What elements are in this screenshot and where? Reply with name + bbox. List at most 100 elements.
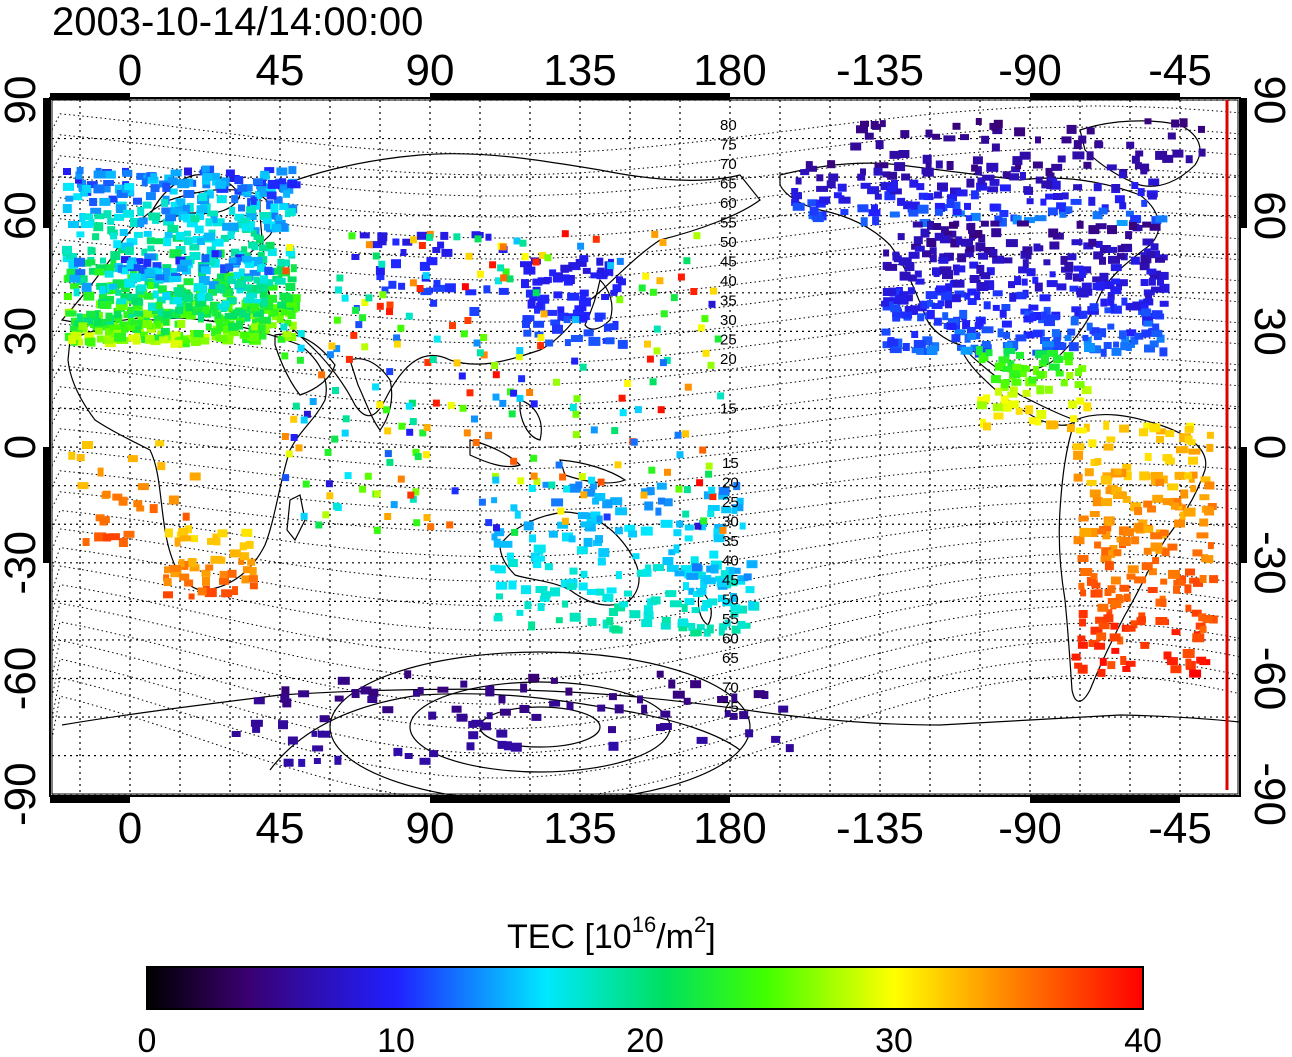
tec-cell bbox=[204, 588, 217, 598]
tec-cell bbox=[1107, 661, 1116, 670]
tec-cell bbox=[816, 185, 829, 192]
tec-cell bbox=[163, 578, 172, 587]
tec-cell bbox=[402, 238, 413, 246]
tec-cell bbox=[1077, 555, 1089, 562]
tec-cell bbox=[486, 712, 493, 720]
tec-cell bbox=[1139, 428, 1148, 437]
tec-cell bbox=[916, 347, 925, 355]
tec-cell bbox=[120, 256, 130, 264]
tec-cell bbox=[1020, 172, 1026, 180]
tec-cell bbox=[107, 217, 115, 225]
tec-cell bbox=[1080, 568, 1093, 576]
tec-cell bbox=[473, 339, 481, 347]
tec-cell bbox=[1147, 587, 1158, 593]
tec-cell bbox=[386, 368, 394, 376]
tec-cell bbox=[1081, 266, 1092, 274]
tec-cell bbox=[1058, 342, 1067, 350]
tec-cell bbox=[666, 564, 679, 572]
tec-cell bbox=[608, 726, 616, 734]
tec-cell bbox=[947, 318, 959, 326]
tec-cell bbox=[1043, 306, 1051, 315]
tec-cell bbox=[583, 537, 593, 547]
tec-cell bbox=[318, 730, 330, 738]
tec-cell bbox=[303, 410, 311, 418]
tec-cell bbox=[1141, 308, 1151, 317]
tec-cell bbox=[1095, 240, 1103, 248]
contour-label-north: 70 bbox=[720, 156, 737, 173]
tec-cell bbox=[1105, 517, 1112, 526]
tec-cell bbox=[1070, 198, 1082, 205]
tec-cell bbox=[926, 309, 935, 319]
tec-cell bbox=[881, 328, 891, 336]
tec-cell bbox=[1201, 554, 1209, 563]
tec-cell bbox=[910, 201, 920, 210]
tec-cell bbox=[326, 492, 334, 500]
tec-cell bbox=[560, 264, 573, 272]
tec-cell bbox=[707, 505, 720, 511]
tec-cell bbox=[1016, 220, 1029, 227]
tec-cell bbox=[1116, 220, 1128, 226]
tec-cell bbox=[967, 298, 977, 305]
tec-cell bbox=[1086, 479, 1097, 486]
tec-cell bbox=[75, 269, 86, 276]
tec-cell bbox=[1193, 578, 1203, 587]
tec-cell bbox=[426, 257, 438, 266]
tec-cell bbox=[976, 401, 987, 410]
tec-cell bbox=[943, 135, 956, 142]
tec-cell bbox=[1000, 380, 1009, 389]
tec-cell bbox=[94, 327, 103, 335]
tec-cell bbox=[1172, 149, 1184, 158]
tec-cell bbox=[1039, 294, 1051, 302]
tec-cell bbox=[1076, 220, 1084, 229]
tec-cell bbox=[624, 524, 636, 532]
tec-cell bbox=[114, 213, 124, 221]
tec-cell bbox=[1001, 304, 1011, 311]
tec-cell bbox=[619, 409, 627, 417]
contour-label-north: 80 bbox=[720, 117, 737, 134]
tec-cell bbox=[656, 670, 664, 678]
tec-cell bbox=[309, 398, 317, 405]
tec-cell bbox=[1166, 657, 1178, 666]
tec-cell bbox=[221, 589, 233, 598]
tec-cell bbox=[485, 431, 493, 439]
tec-cell bbox=[451, 705, 462, 713]
tec-cell bbox=[709, 493, 717, 501]
tec-cell bbox=[114, 311, 122, 319]
tec-cell bbox=[1126, 329, 1137, 337]
tec-cell bbox=[1118, 171, 1126, 179]
tec-cell bbox=[691, 563, 702, 572]
tec-cell bbox=[648, 466, 656, 474]
tec-cell bbox=[240, 552, 250, 561]
tec-cell bbox=[1130, 256, 1140, 265]
tec-cell bbox=[954, 329, 966, 336]
tec-cell bbox=[1045, 167, 1053, 176]
tec-cell bbox=[416, 285, 424, 292]
tec-cell bbox=[110, 257, 117, 266]
tec-cell bbox=[738, 605, 747, 614]
tec-cell bbox=[643, 605, 653, 613]
tec-cell bbox=[1134, 332, 1144, 340]
tec-cell bbox=[873, 167, 883, 176]
tec-cell bbox=[591, 516, 602, 525]
tec-cell bbox=[223, 289, 232, 298]
tec-cell bbox=[175, 198, 186, 208]
tec-cell bbox=[1113, 468, 1122, 475]
tec-cell bbox=[161, 207, 170, 214]
axis-tick-label: -60 bbox=[0, 647, 45, 711]
tec-cell bbox=[185, 525, 192, 534]
tec-cell bbox=[1150, 270, 1161, 280]
tec-cell bbox=[1083, 402, 1092, 412]
tec-cell bbox=[297, 330, 305, 338]
tec-cell bbox=[148, 302, 158, 311]
tec-cell bbox=[377, 236, 387, 246]
tec-cell bbox=[465, 252, 473, 260]
tec-cell bbox=[298, 758, 306, 767]
tec-cell bbox=[730, 604, 741, 612]
tec-cell bbox=[1146, 268, 1157, 275]
tec-cell bbox=[879, 162, 889, 169]
tec-cell bbox=[252, 725, 261, 733]
tec-cell bbox=[211, 250, 219, 258]
tec-cell bbox=[753, 690, 765, 699]
tec-cell bbox=[1184, 472, 1193, 480]
tec-cell bbox=[179, 573, 190, 581]
